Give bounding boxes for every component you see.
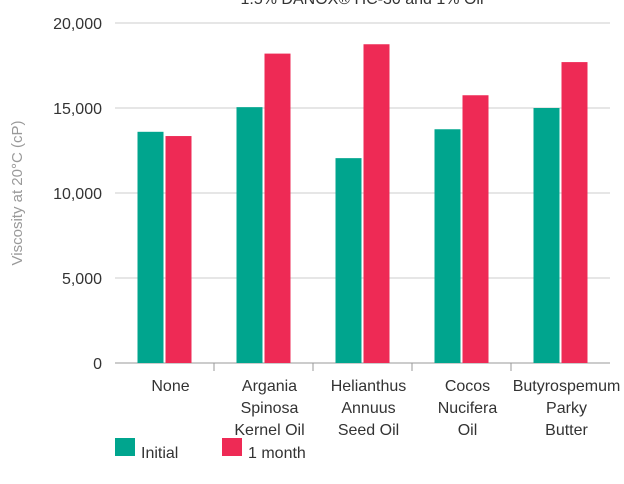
bar [165,136,192,363]
legend-swatch [222,438,242,456]
x-tick-label: Argania Spinosa Kernel Oil [234,378,304,439]
chart-title: 1.5% DANOX® HC-30 and 1% Oil [241,0,484,8]
bar [363,44,390,363]
y-tick-label: 20,000 [53,16,102,33]
y-tick-label: 15,000 [53,101,102,118]
bar [434,129,461,363]
x-tick-label: Helianthus Annuus Seed Oil [331,378,407,439]
legend-label: 1 month [248,445,306,462]
x-tick-label: Butyrospemum Parky Butter [513,378,621,439]
legend-label: Initial [141,445,178,462]
bar [335,158,362,363]
y-tick-label: 0 [93,356,102,373]
bar [533,108,560,363]
bar [137,131,164,363]
bar [561,62,588,363]
y-axis-label: Viscosity at 20°C (cP) [9,121,26,266]
x-tick-label: None [151,378,189,395]
legend-swatch [115,438,135,456]
bar [264,53,291,363]
bar [236,107,263,364]
y-tick-label: 10,000 [53,186,102,203]
y-tick-label: 5,000 [62,271,102,288]
x-tick-label: Cocos Nucifera Oil [438,378,498,439]
bar [462,95,489,363]
